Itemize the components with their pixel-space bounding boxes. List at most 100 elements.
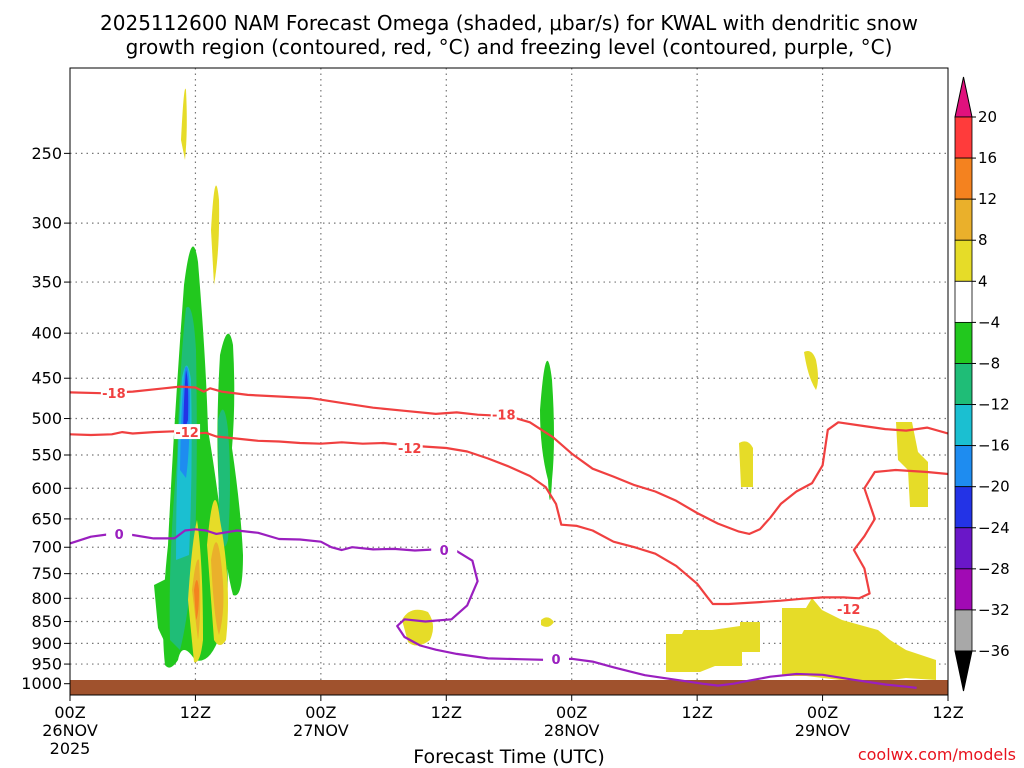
colorbar-segment xyxy=(954,404,973,447)
colorbar-segment xyxy=(954,280,973,323)
x-tick-label: 26NOV xyxy=(42,721,98,740)
colorbar-segment xyxy=(954,609,973,652)
contour-label-bg xyxy=(543,651,570,667)
omega-yellow-upper-streak xyxy=(181,88,187,160)
contour-label: -12 xyxy=(837,603,861,618)
contour-label: -18 xyxy=(492,409,516,424)
x-tick-label: 12Z xyxy=(681,703,712,722)
omega-yellow-small xyxy=(541,617,554,627)
y-tick-label: 250 xyxy=(31,144,62,163)
omega-yellow-upper-streak-2 xyxy=(211,185,220,285)
x-tick-label: 27NOV xyxy=(293,721,349,740)
contour-label-bg xyxy=(490,406,517,422)
colorbar-label: 12 xyxy=(978,190,997,208)
contour-label-bg xyxy=(431,541,458,557)
x-tick-label: 12Z xyxy=(180,703,211,722)
omega-yellow-day27 xyxy=(402,609,434,646)
x-tick-label: 00Z xyxy=(54,703,85,722)
credit-text: coolwx.com/models xyxy=(858,745,1016,764)
colorbar-label: 20 xyxy=(978,108,997,126)
contour-label: -18 xyxy=(102,387,126,402)
colorbar-segment xyxy=(954,527,973,570)
y-tick-label: 300 xyxy=(31,214,62,233)
contour-label-bg xyxy=(835,601,862,617)
x-tick-label: 12Z xyxy=(431,703,462,722)
x-tick-label: 00Z xyxy=(556,703,587,722)
contour-label: 0 xyxy=(552,653,561,668)
omega-yellow-bottom-right-box xyxy=(782,598,936,682)
omega-orange-lower-right xyxy=(211,542,224,635)
omega-green-lower-left xyxy=(154,578,174,645)
temperature-contours xyxy=(70,385,948,689)
y-axis: 250 300 350 400 450 500 550 600 650 700 750 800 850 9… xyxy=(21,144,70,693)
colorbar-segment xyxy=(954,198,973,241)
contour-line xyxy=(70,385,948,535)
contour-label-bg xyxy=(106,525,133,541)
contour-label-bg xyxy=(174,424,201,440)
y-tick-label: 650 xyxy=(31,509,62,528)
omega-teal-right xyxy=(218,409,230,547)
x-tick-label: 2025 xyxy=(50,739,91,758)
colorbar-label: 8 xyxy=(978,231,988,249)
y-tick-label: 700 xyxy=(31,538,62,557)
colorbar-label: 4 xyxy=(978,272,988,290)
y-tick-label: 400 xyxy=(31,324,62,343)
chart-title-line-2: growth region (contoured, red, °C) and f… xyxy=(126,35,893,59)
y-tick-label: 350 xyxy=(31,273,62,292)
chart-title-line-1: 2025112600 NAM Forecast Omega (shaded, μ… xyxy=(100,11,918,35)
colorbar-label: 16 xyxy=(978,149,997,167)
colorbar-label: −36 xyxy=(978,642,1010,660)
contour-label: -12 xyxy=(175,426,199,441)
colorbar-segment xyxy=(954,116,973,159)
contour-label-bg xyxy=(100,385,127,401)
colorbar-segment xyxy=(954,239,973,282)
colorbar-bottom-triangle xyxy=(954,650,973,692)
y-tick-label: 600 xyxy=(31,479,62,498)
y-tick-label: 450 xyxy=(31,369,62,388)
colorbar-label: −32 xyxy=(978,601,1010,619)
colorbar-label: −12 xyxy=(978,396,1010,414)
x-axis-label: Forecast Time (UTC) xyxy=(413,746,604,768)
contour-line xyxy=(70,528,917,689)
colorbar-segment xyxy=(954,445,973,488)
y-tick-label: 900 xyxy=(31,634,62,653)
colorbar-segment xyxy=(954,157,973,200)
colorbar-label: −28 xyxy=(978,560,1010,578)
x-tick-label: 29NOV xyxy=(795,721,851,740)
colorbar-top-triangle xyxy=(954,76,973,118)
contour-label-bg xyxy=(396,439,423,455)
x-tick-label: 00Z xyxy=(807,703,838,722)
colorbar-label: −8 xyxy=(978,354,1000,372)
contour-line xyxy=(70,430,948,606)
omega-yellow-far-right xyxy=(896,422,928,507)
y-tick-label: 750 xyxy=(31,564,62,583)
x-tick-label: 12Z xyxy=(932,703,963,722)
contour-label: -12 xyxy=(398,442,422,457)
y-tick-label: 500 xyxy=(31,409,62,428)
y-tick-label: 1000 xyxy=(21,674,62,693)
omega-yellow-bottom-left-box xyxy=(666,622,760,672)
y-tick-label: 550 xyxy=(31,445,62,464)
colorbar-segment xyxy=(954,568,973,611)
colorbar-label: −16 xyxy=(978,437,1010,455)
plot-frame xyxy=(69,67,949,696)
omega-red-core xyxy=(194,580,199,620)
x-tick-label: 28NOV xyxy=(544,721,600,740)
contour-label: 0 xyxy=(440,544,449,559)
contour-labels: -18 -18 -12 -12 -12 0 0 0 xyxy=(100,385,862,668)
omega-yellow-day28-right xyxy=(739,441,753,487)
contour-label: 0 xyxy=(115,528,124,543)
y-tick-label: 800 xyxy=(31,589,62,608)
colorbar-segment xyxy=(954,321,973,364)
x-tick-label: 00Z xyxy=(305,703,336,722)
colorbar-label: −24 xyxy=(978,519,1010,537)
y-tick-label: 950 xyxy=(31,655,62,674)
colorbar-label: −4 xyxy=(978,313,1000,331)
colorbar-label: −20 xyxy=(978,478,1010,496)
y-tick-label: 850 xyxy=(31,612,62,631)
colorbar-segment xyxy=(954,363,973,405)
omega-green-day28 xyxy=(540,360,554,500)
colorbar-segment xyxy=(954,486,973,529)
